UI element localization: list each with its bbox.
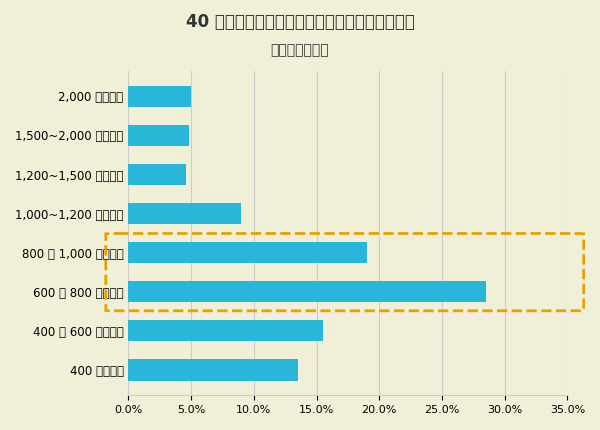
Bar	[128, 164, 186, 185]
Bar	[128, 242, 367, 263]
Bar	[128, 125, 188, 146]
Bar	[128, 359, 298, 381]
Text: （全国エリア）: （全国エリア）	[271, 43, 329, 57]
Bar	[128, 281, 486, 302]
Bar	[128, 320, 323, 341]
Bar	[128, 203, 241, 224]
Bar	[128, 86, 191, 107]
Text: 600 万円以上 1,000 万円未満が
最も多い世帯年収: 600 万円以上 1,000 万円未満が 最も多い世帯年収	[0, 429, 1, 430]
Text: 40 代で初めて注文住宅を購入した人の世帯年収: 40 代で初めて注文住宅を購入した人の世帯年収	[185, 13, 415, 31]
